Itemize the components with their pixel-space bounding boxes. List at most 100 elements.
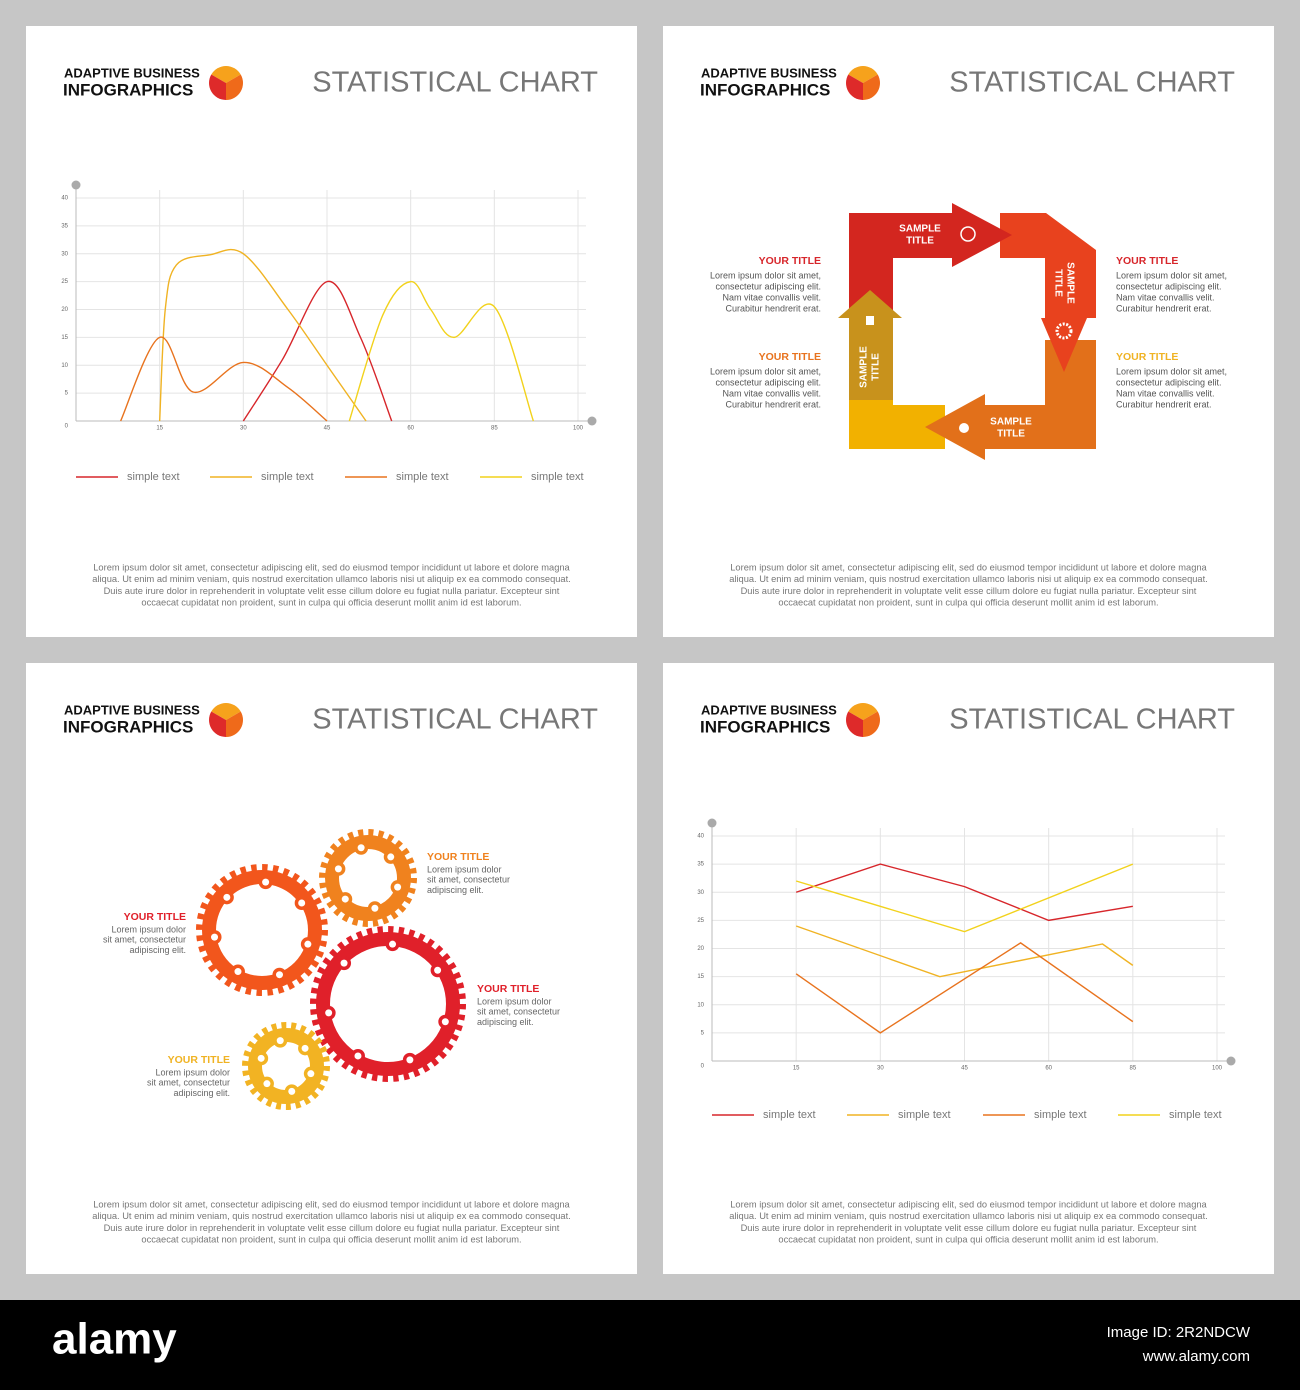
cycle-arrow [849, 400, 945, 449]
series-line [158, 248, 367, 422]
gear-hole [406, 1056, 414, 1064]
gear-ring [325, 835, 411, 921]
gear-hole [304, 940, 312, 948]
note-text: Lorem ipsum dolor sit amet, [1116, 270, 1227, 280]
gear-teeth [319, 829, 417, 927]
note-text: Nam vitae convallis velit. [1116, 292, 1215, 302]
gear-hole [288, 1087, 296, 1095]
axis-end-dot [587, 416, 597, 426]
icon [866, 316, 874, 325]
note-text: consectetur adipiscing elit. [1116, 377, 1222, 387]
note-text: Nam vitae convallis velit. [722, 388, 821, 398]
footer-url: www.alamy.com [1142, 1348, 1250, 1365]
gear-hole [354, 1052, 362, 1060]
note-title: YOUR TITLE [759, 351, 821, 363]
note-text: Lorem ipsum dolor sit amet, [710, 366, 821, 376]
y-tick-label: 0 [701, 1064, 705, 1070]
gear-hole [307, 1070, 315, 1078]
step-label-text: SAMPLE [1064, 262, 1075, 304]
gear-hole [371, 904, 379, 912]
brand-bottom: INFOGRAPHICS [63, 80, 193, 99]
series-line [795, 863, 1133, 922]
y-tick-label: 5 [701, 1030, 705, 1036]
note-title: YOUR TITLE [124, 911, 186, 923]
note-text: adipiscing elit. [427, 885, 484, 895]
gear-hole [223, 893, 231, 901]
gear-hole [262, 878, 270, 886]
note-text: Nam vitae convallis velit. [1116, 388, 1215, 398]
y-tick-label: 0 [65, 424, 69, 430]
x-tick-label: 30 [240, 426, 247, 432]
body-text: aliqua. Ut enim ad minim veniam, quis no… [729, 574, 1208, 584]
y-tick-label: 35 [697, 862, 704, 868]
y-tick-label: 40 [697, 834, 704, 840]
gear-hole [341, 895, 349, 903]
step-label-text: SAMPLE [899, 224, 941, 235]
cycle-arrow [849, 203, 1012, 330]
note-text: adipiscing elit. [129, 945, 186, 955]
series-line [242, 280, 393, 422]
note-text: adipiscing elit. [477, 1017, 534, 1027]
body-text: Duis aute irure dolor in reprehenderit i… [104, 1223, 560, 1233]
gear [196, 864, 328, 996]
note-text: consectetur adipiscing elit. [1116, 281, 1222, 291]
gear-hole [334, 865, 342, 873]
footer-bar [0, 1300, 1300, 1390]
logo-sector [863, 711, 880, 737]
gear-hole [340, 959, 348, 967]
y-tick-label: 10 [61, 363, 68, 369]
note-text: Nam vitae convallis velit. [722, 292, 821, 302]
note-text: sit amet, consectetur [147, 1078, 230, 1088]
footer-logo: alamy [52, 1315, 177, 1364]
brand-bottom: INFOGRAPHICS [63, 717, 193, 736]
gear-hole [357, 844, 365, 852]
y-tick-label: 35 [61, 223, 68, 229]
gear [319, 829, 417, 927]
x-tick-label: 15 [793, 1066, 800, 1072]
body-text: occaecat cupidatat non proident, sunt in… [778, 1235, 1158, 1245]
gear [310, 926, 466, 1082]
note-title: YOUR TITLE [1116, 351, 1178, 363]
gear-hole [263, 1080, 271, 1088]
gear-teeth [196, 864, 328, 996]
y-tick-label: 40 [61, 196, 68, 202]
brand-bottom: INFOGRAPHICS [700, 717, 830, 736]
panel-heading: STATISTICAL CHART [949, 67, 1235, 99]
note-text: consectetur adipiscing elit. [715, 377, 821, 387]
legend-label: simple text [127, 471, 180, 483]
image-id: Image ID: 2R2NDCW [1107, 1324, 1251, 1341]
gear-hole [257, 1054, 265, 1062]
legend-label: simple text [898, 1109, 951, 1121]
body-text: occaecat cupidatat non proident, sunt in… [141, 1235, 521, 1245]
y-tick-label: 5 [65, 391, 69, 397]
gear-hole [434, 966, 442, 974]
gear-hole [211, 933, 219, 941]
gear-hole [441, 1018, 449, 1026]
body-text: aliqua. Ut enim ad minim veniam, quis no… [729, 1211, 1208, 1221]
note-text: sit amet, consectetur [427, 875, 510, 885]
series-line [119, 336, 328, 422]
logo-sector [846, 74, 863, 100]
note-text: Lorem ipsum dolor [477, 996, 552, 1006]
legend-label: simple text [261, 471, 314, 483]
step-label-text: TITLE [997, 429, 1025, 440]
step-label-text: TITLE [871, 353, 882, 381]
legend-label: simple text [1169, 1109, 1222, 1121]
step-label-text: TITLE [906, 236, 934, 247]
icon [1055, 322, 1073, 340]
x-tick-label: 15 [156, 426, 163, 432]
note-text: Lorem ipsum dolor sit amet, [1116, 366, 1227, 376]
logo-sector [846, 711, 863, 737]
gear-hole [298, 899, 306, 907]
logo-sector [226, 711, 243, 737]
gear-hole [325, 1009, 333, 1017]
series-line [795, 863, 1134, 933]
note-text: Lorem ipsum dolor [111, 924, 186, 934]
x-tick-label: 100 [573, 426, 584, 432]
gear-hole [276, 1037, 284, 1045]
panel-heading: STATISTICAL CHART [312, 67, 598, 99]
